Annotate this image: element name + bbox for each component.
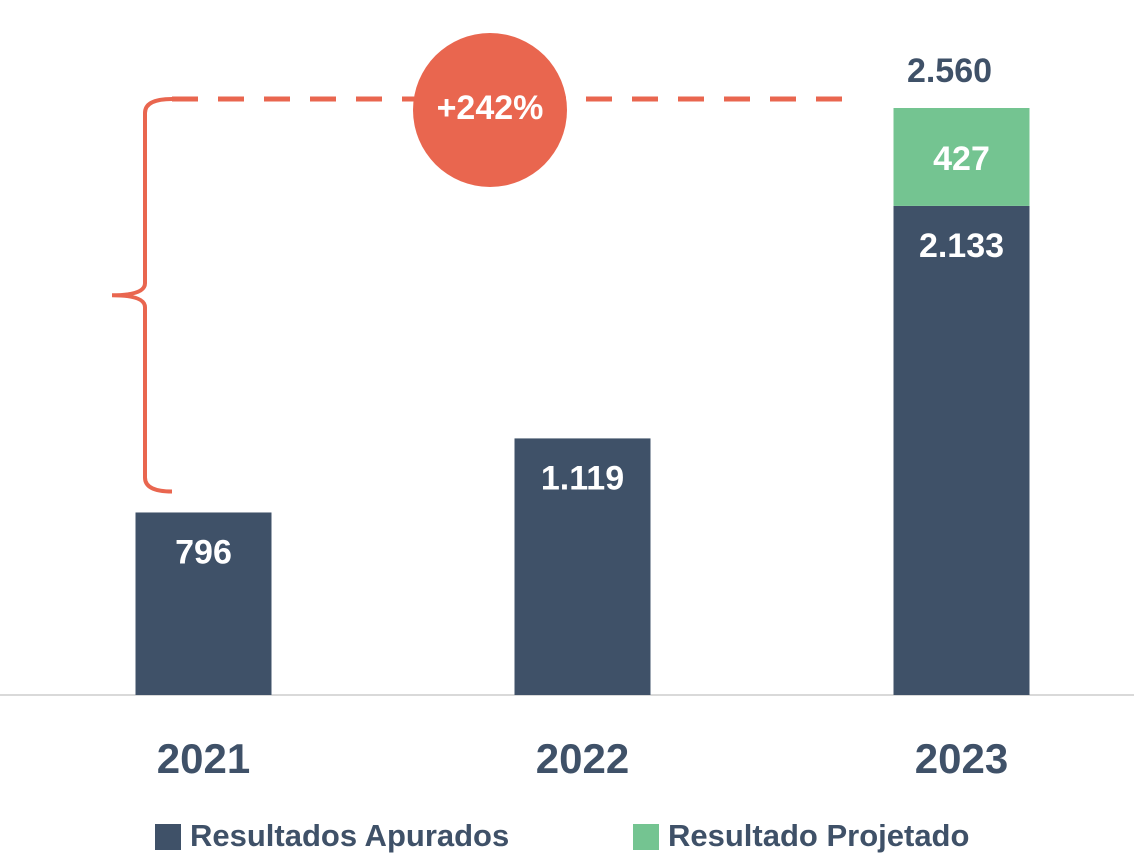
bar [135,512,272,695]
data-label: 427 [933,140,990,178]
bar [893,205,1030,695]
x-tick-label: 2023 [915,735,1008,782]
legend-swatch [155,824,181,850]
bar [514,438,651,695]
data-label: 1.119 [541,459,624,497]
bracket [111,97,173,494]
x-tick-label: 2022 [536,735,629,782]
bar [893,108,1030,206]
annotation: +242% [437,89,544,127]
x-tick-label: 2021 [157,735,250,782]
data-label: 796 [175,533,232,571]
legend-label: Resultado Projetado [668,818,969,853]
annotation-circle [413,33,567,187]
total-label: 2.560 [907,52,992,90]
legend-swatch [633,824,659,850]
legend-label: Resultados Apurados [190,818,509,853]
data-label: 2.133 [919,227,1004,265]
